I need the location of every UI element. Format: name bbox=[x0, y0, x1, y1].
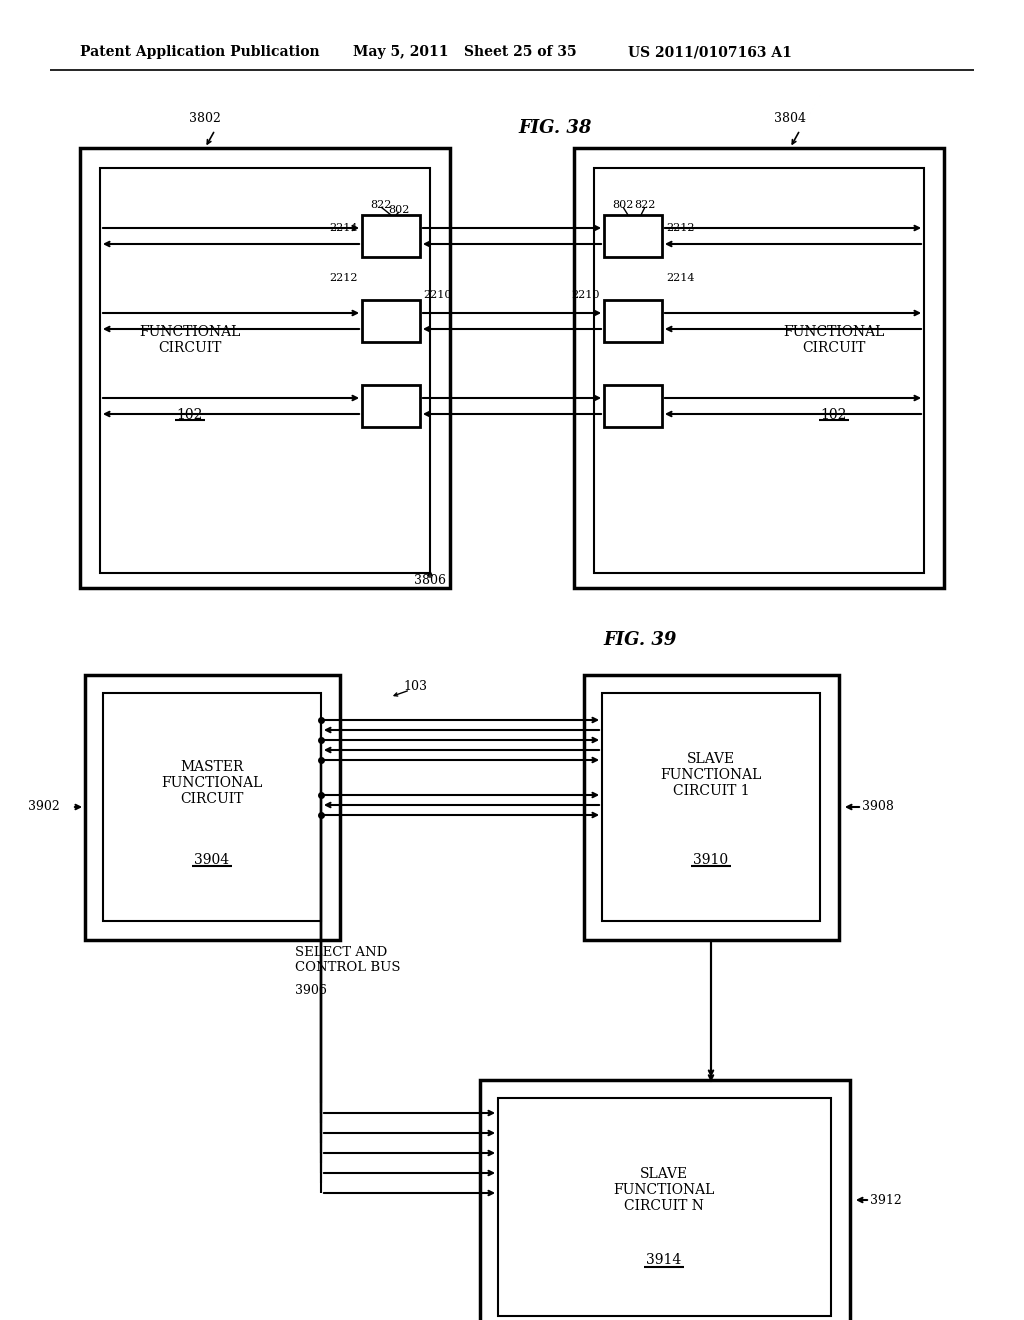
Text: 3804: 3804 bbox=[774, 111, 806, 124]
Text: FUNCTIONAL
CIRCUIT: FUNCTIONAL CIRCUIT bbox=[139, 325, 241, 355]
Text: 103: 103 bbox=[403, 681, 427, 693]
Text: SLAVE
FUNCTIONAL
CIRCUIT 1: SLAVE FUNCTIONAL CIRCUIT 1 bbox=[660, 752, 762, 799]
Text: SELECT AND
CONTROL BUS: SELECT AND CONTROL BUS bbox=[295, 946, 400, 974]
Text: 822: 822 bbox=[634, 201, 655, 210]
Text: 802: 802 bbox=[612, 201, 634, 210]
Text: 3910: 3910 bbox=[693, 853, 728, 867]
Text: FIG. 38: FIG. 38 bbox=[518, 119, 592, 137]
Text: US 2011/0107163 A1: US 2011/0107163 A1 bbox=[628, 45, 792, 59]
Text: 2210: 2210 bbox=[571, 290, 600, 300]
Bar bbox=[85, 675, 340, 940]
Bar bbox=[604, 300, 662, 342]
Text: 3806: 3806 bbox=[414, 573, 446, 586]
Text: 3912: 3912 bbox=[870, 1193, 902, 1206]
Text: 2212: 2212 bbox=[330, 273, 358, 282]
Text: 102: 102 bbox=[177, 408, 203, 422]
Text: 102: 102 bbox=[821, 408, 847, 422]
Bar bbox=[362, 385, 420, 426]
Text: 822: 822 bbox=[371, 201, 392, 210]
Text: 2214: 2214 bbox=[330, 223, 358, 234]
Bar bbox=[80, 148, 450, 587]
Bar bbox=[594, 168, 924, 573]
Text: 3902: 3902 bbox=[29, 800, 60, 813]
Text: FUNCTIONAL
CIRCUIT: FUNCTIONAL CIRCUIT bbox=[783, 325, 885, 355]
Text: SLAVE
FUNCTIONAL
CIRCUIT N: SLAVE FUNCTIONAL CIRCUIT N bbox=[613, 1167, 715, 1213]
Text: MASTER
FUNCTIONAL
CIRCUIT: MASTER FUNCTIONAL CIRCUIT bbox=[162, 760, 263, 807]
Bar bbox=[602, 693, 820, 921]
Bar bbox=[362, 215, 420, 257]
Bar bbox=[362, 300, 420, 342]
Bar bbox=[103, 693, 321, 921]
Text: 3906: 3906 bbox=[295, 983, 327, 997]
Text: 2210: 2210 bbox=[423, 290, 452, 300]
Text: 3904: 3904 bbox=[195, 853, 229, 867]
Text: 3908: 3908 bbox=[862, 800, 894, 813]
Text: Sheet 25 of 35: Sheet 25 of 35 bbox=[464, 45, 577, 59]
Text: Patent Application Publication: Patent Application Publication bbox=[80, 45, 319, 59]
Text: May 5, 2011: May 5, 2011 bbox=[353, 45, 449, 59]
Text: 3802: 3802 bbox=[189, 111, 221, 124]
Bar bbox=[604, 385, 662, 426]
Text: 3914: 3914 bbox=[646, 1253, 682, 1267]
Text: 2214: 2214 bbox=[666, 273, 694, 282]
Bar bbox=[604, 215, 662, 257]
Bar bbox=[574, 148, 944, 587]
Bar bbox=[480, 1080, 850, 1320]
Text: 2212: 2212 bbox=[666, 223, 694, 234]
Bar bbox=[584, 675, 839, 940]
Text: FIG. 39: FIG. 39 bbox=[603, 631, 677, 649]
Bar bbox=[498, 1098, 831, 1316]
Text: 802: 802 bbox=[388, 205, 410, 215]
Bar bbox=[100, 168, 430, 573]
